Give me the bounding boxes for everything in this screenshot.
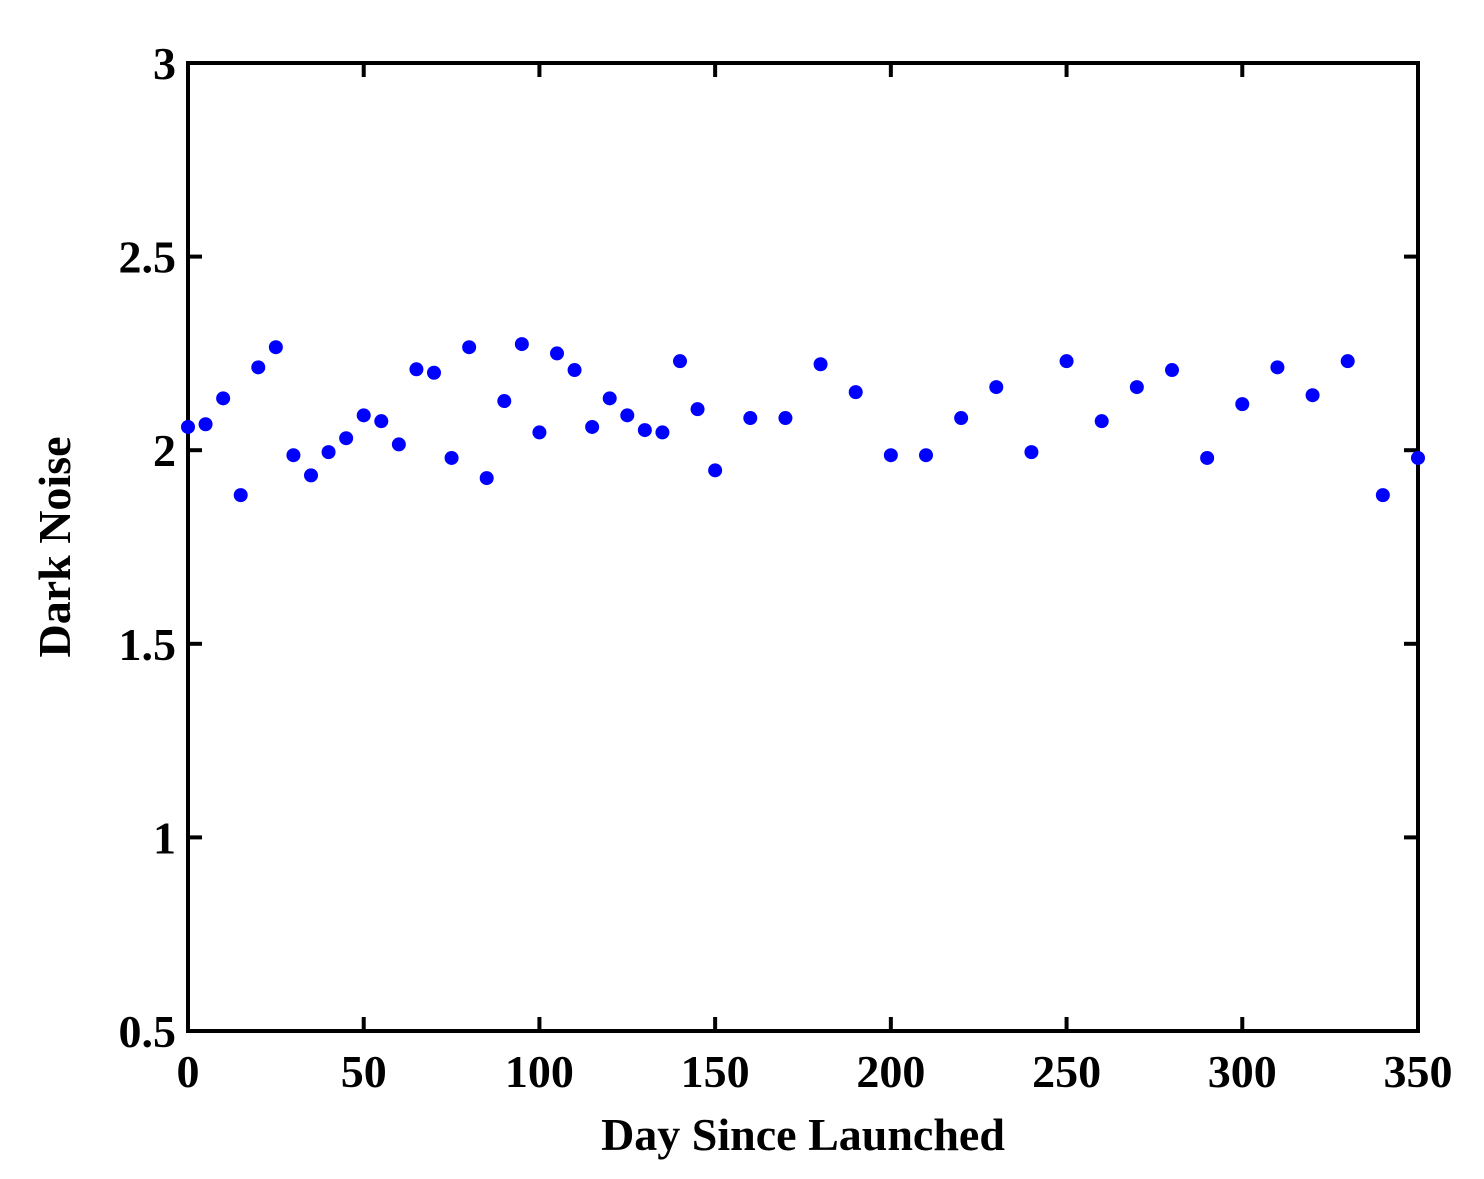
point [585,419,600,434]
y-tick-label: 3 [153,38,176,89]
point [356,408,371,423]
point [532,425,547,440]
point [690,402,705,417]
x-tick-label: 0 [177,1046,200,1097]
point [1375,488,1390,503]
point [216,391,231,406]
x-tick-label: 250 [1032,1046,1101,1097]
point [1059,354,1074,369]
point [339,431,354,446]
y-tick-label: 1.5 [119,619,177,670]
point [1340,354,1355,369]
point [409,362,424,377]
point [1305,388,1320,403]
point [848,385,863,400]
x-axis-label: Day Since Launched [601,1109,1005,1160]
point [1200,450,1215,465]
point [251,360,266,375]
y-tick-label: 2.5 [119,232,177,283]
point [778,411,793,426]
point [479,471,494,486]
point [567,363,582,378]
x-tick-label: 100 [505,1046,574,1097]
x-tick-label: 350 [1384,1046,1453,1097]
point [989,380,1004,395]
point [427,365,441,380]
point [444,450,459,465]
point [391,437,406,452]
point [304,468,318,483]
point [1235,397,1250,412]
y-tick-label: 2 [153,425,176,476]
point [673,354,687,369]
point [1024,445,1039,460]
point [919,448,933,463]
point [813,357,828,372]
y-tick-label: 1 [153,812,176,863]
point [602,391,617,406]
point [637,423,652,438]
point [550,346,564,361]
x-tick-label: 200 [856,1046,925,1097]
point [286,448,301,463]
point [1165,363,1179,378]
point [374,414,389,429]
point [1094,414,1109,429]
y-tick-label: 0.5 [119,1006,177,1057]
point [462,340,477,355]
point [1129,380,1144,395]
x-tick-label: 150 [681,1046,750,1097]
point [198,417,213,432]
point [954,411,969,426]
point [620,408,635,423]
point [655,425,670,440]
point [883,448,898,463]
y-axis-label: Dark Noise [29,436,80,657]
point [268,340,283,355]
point [1270,360,1285,375]
x-tick-label: 50 [341,1046,387,1097]
point [514,337,529,352]
point [321,445,336,460]
point [1411,450,1425,465]
point [181,419,195,434]
plot-frame [186,61,1420,1033]
point [708,463,723,478]
point [743,411,758,426]
point [497,394,512,409]
x-tick-label: 300 [1208,1046,1277,1097]
point [233,488,248,503]
